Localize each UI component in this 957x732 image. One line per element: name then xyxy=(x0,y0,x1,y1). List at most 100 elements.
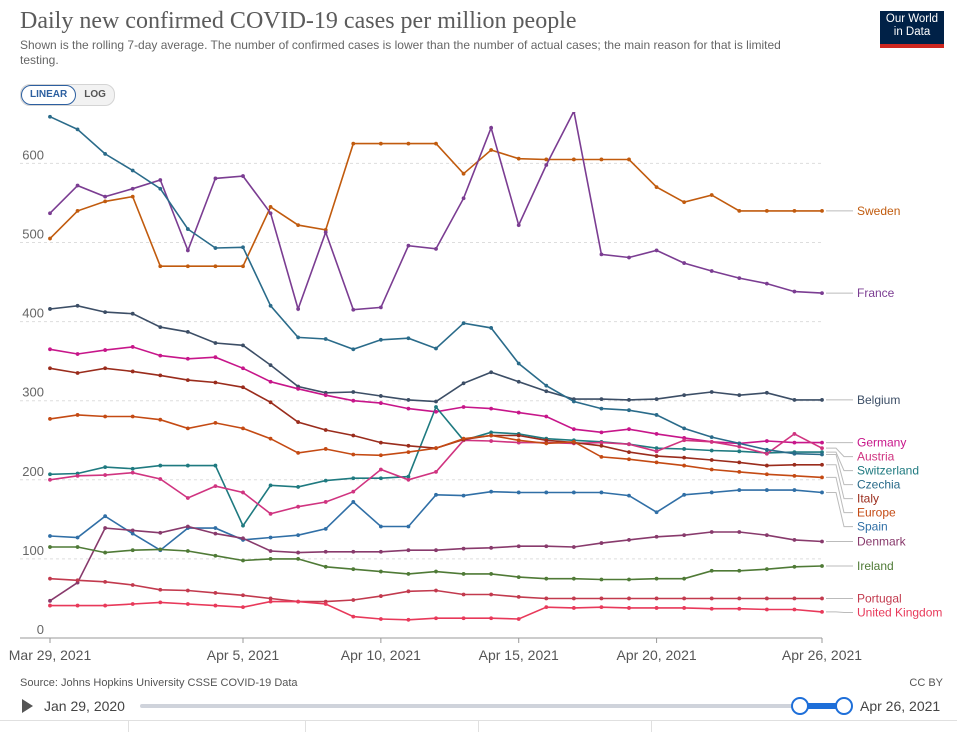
data-point xyxy=(764,596,769,601)
data-point xyxy=(627,398,631,402)
data-point xyxy=(654,606,659,610)
license-link[interactable]: CC BY xyxy=(909,677,943,689)
data-point xyxy=(682,200,687,205)
data-point xyxy=(75,413,80,417)
series-label-europe[interactable]: Europe xyxy=(857,506,896,520)
data-point xyxy=(351,390,356,394)
data-point xyxy=(571,545,576,549)
series-label-united-kingdom[interactable]: United Kingdom xyxy=(857,605,942,619)
data-point xyxy=(158,417,163,422)
series-label-belgium[interactable]: Belgium xyxy=(857,393,900,407)
data-point xyxy=(709,606,714,611)
data-point xyxy=(296,420,301,424)
series-label-switzerland[interactable]: Switzerland xyxy=(857,464,919,478)
data-point xyxy=(213,420,218,425)
data-point xyxy=(406,524,411,529)
series-line-germany[interactable] xyxy=(49,346,822,445)
data-point xyxy=(489,616,494,621)
data-point xyxy=(654,460,659,465)
data-point xyxy=(820,452,824,457)
data-point xyxy=(737,276,742,281)
x-tick-label: Apr 10, 2021 xyxy=(341,647,421,663)
series-line-belgium[interactable] xyxy=(49,304,822,403)
data-point xyxy=(296,557,301,561)
tab-bar-edge xyxy=(0,720,957,732)
data-point xyxy=(185,602,190,606)
series-line-switzerland[interactable] xyxy=(49,405,822,528)
data-point xyxy=(241,385,245,390)
data-point xyxy=(627,577,631,582)
data-point xyxy=(792,208,797,213)
data-point xyxy=(820,475,824,480)
data-point xyxy=(599,454,604,459)
data-point xyxy=(213,355,218,360)
data-point xyxy=(185,378,190,383)
logo-line-1: Our World xyxy=(885,13,939,25)
data-point xyxy=(627,442,631,447)
series-label-denmark[interactable]: Denmark xyxy=(857,535,907,549)
series-label-portugal[interactable]: Portugal xyxy=(857,591,902,605)
data-point xyxy=(737,441,742,446)
series-label-germany[interactable]: Germany xyxy=(857,436,906,450)
data-point xyxy=(351,141,356,146)
data-point xyxy=(489,489,494,494)
data-point xyxy=(571,596,576,601)
series-line-europe[interactable] xyxy=(49,414,823,479)
data-point xyxy=(516,575,521,579)
data-point xyxy=(627,450,631,455)
grid-lines xyxy=(20,162,822,639)
data-point xyxy=(544,163,549,167)
data-point xyxy=(682,533,687,538)
data-point xyxy=(709,193,714,197)
source-note[interactable]: Source: Johns Hopkins University CSSE CO… xyxy=(20,677,298,689)
data-point xyxy=(764,533,769,538)
timeline-track[interactable] xyxy=(140,704,843,708)
data-point xyxy=(268,303,273,308)
data-point xyxy=(130,583,135,587)
data-point xyxy=(682,393,687,398)
owid-logo[interactable]: Our World in Data xyxy=(880,11,944,48)
series-label-czechia[interactable]: Czechia xyxy=(857,478,901,492)
series-line-spain[interactable] xyxy=(49,489,823,552)
timeline-start-handle[interactable] xyxy=(791,697,809,715)
data-point xyxy=(241,366,245,371)
linear-scale-button[interactable]: LINEAR xyxy=(21,85,77,105)
series-line-italy[interactable] xyxy=(49,367,822,467)
data-point xyxy=(158,530,163,535)
data-point xyxy=(434,469,438,474)
data-point xyxy=(185,549,190,553)
series-label-sweden[interactable]: Sweden xyxy=(857,204,900,218)
data-point xyxy=(323,526,328,531)
data-point xyxy=(461,321,466,326)
series-label-spain[interactable]: Spain xyxy=(857,520,888,534)
series-line-france[interactable] xyxy=(49,112,823,312)
data-point xyxy=(323,602,328,606)
play-icon[interactable] xyxy=(22,699,33,713)
data-point xyxy=(599,596,604,601)
data-point xyxy=(461,436,466,441)
data-point xyxy=(489,370,494,375)
series-label-france[interactable]: France xyxy=(857,286,895,300)
series-label-austria[interactable]: Austria xyxy=(857,450,895,464)
series-label-italy[interactable]: Italy xyxy=(857,492,879,506)
data-point xyxy=(103,550,108,555)
data-point xyxy=(654,449,659,454)
timeline-end-handle[interactable] xyxy=(835,697,853,715)
x-tick-label: Apr 5, 2021 xyxy=(207,647,280,663)
line-chart: 0 100 200 300 400 500 600 Mar 29, 2021 Apr 5, 2… xyxy=(9,112,942,663)
data-point xyxy=(792,462,797,467)
series-line-czechia[interactable] xyxy=(49,115,823,456)
data-point xyxy=(268,557,273,561)
data-point xyxy=(48,603,52,608)
data-point xyxy=(103,152,108,156)
data-point xyxy=(378,594,383,598)
series-line-austria[interactable] xyxy=(49,432,823,515)
log-scale-button[interactable]: LOG xyxy=(84,89,106,100)
series-label-ireland[interactable]: Ireland xyxy=(857,559,894,573)
data-point xyxy=(737,568,742,573)
data-point xyxy=(434,492,438,497)
data-point xyxy=(599,430,604,435)
data-point xyxy=(103,526,108,530)
data-point xyxy=(158,373,163,378)
data-point xyxy=(489,430,494,435)
